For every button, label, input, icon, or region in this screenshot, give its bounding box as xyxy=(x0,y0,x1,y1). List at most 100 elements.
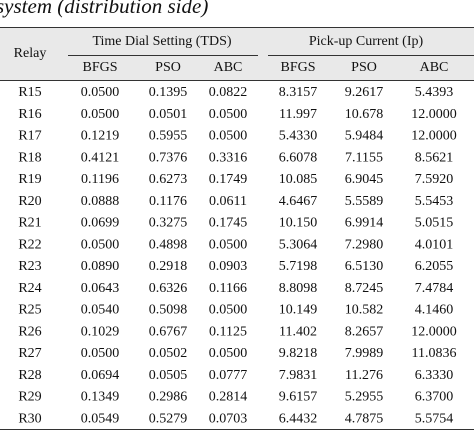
relay-cell: R17 xyxy=(18,129,41,144)
relay-cell: R22 xyxy=(18,237,41,252)
value-cell: 5.7198 xyxy=(279,259,318,274)
value-cell: 7.1155 xyxy=(345,150,383,165)
value-cell: 0.0777 xyxy=(209,368,248,383)
value-cell: 0.0549 xyxy=(81,411,120,426)
value-cell: 0.0890 xyxy=(81,259,120,274)
value-cell: 0.0643 xyxy=(81,281,120,296)
value-cell: 0.1749 xyxy=(209,172,248,187)
value-cell: 0.4898 xyxy=(149,237,188,252)
value-cell: 0.5098 xyxy=(149,303,188,318)
sub-header: BFGS xyxy=(82,60,117,75)
value-cell: 12.0000 xyxy=(411,129,457,144)
relay-cell: R30 xyxy=(18,411,41,426)
value-cell: 5.9484 xyxy=(345,129,384,144)
value-cell: 0.0903 xyxy=(209,259,248,274)
value-cell: 11.276 xyxy=(345,368,383,383)
value-cell: 0.0699 xyxy=(81,216,120,231)
relay-cell: R24 xyxy=(18,281,41,296)
value-cell: 8.5621 xyxy=(415,150,454,165)
value-cell: 0.1029 xyxy=(81,324,120,339)
value-cell: 0.0500 xyxy=(209,303,248,318)
sub-header: ABC xyxy=(214,60,243,75)
value-cell: 0.0502 xyxy=(149,346,188,361)
value-cell: 0.0500 xyxy=(209,346,248,361)
value-cell: 5.3064 xyxy=(279,237,318,252)
value-cell: 5.5453 xyxy=(415,194,454,209)
relay-cell: R28 xyxy=(18,368,41,383)
value-cell: 0.0694 xyxy=(81,368,120,383)
value-cell: 0.0501 xyxy=(149,107,188,122)
value-cell: 4.6467 xyxy=(279,194,318,209)
value-cell: 9.2617 xyxy=(345,85,384,100)
value-cell: 0.1176 xyxy=(149,194,187,209)
group-header: Time Dial Setting (TDS) xyxy=(92,34,231,49)
relay-cell: R19 xyxy=(18,172,41,187)
value-cell: 10.150 xyxy=(279,216,318,231)
relay-cell: R27 xyxy=(18,346,41,361)
value-cell: 0.5279 xyxy=(149,411,188,426)
relay-cell: R25 xyxy=(18,303,41,318)
value-cell: 0.0500 xyxy=(81,85,120,100)
sub-header: PSO xyxy=(155,60,181,75)
value-cell: 0.1196 xyxy=(81,172,119,187)
relay-cell: R23 xyxy=(18,259,41,274)
value-cell: 6.5130 xyxy=(345,259,384,274)
value-cell: 0.2814 xyxy=(209,390,248,405)
value-cell: 0.0611 xyxy=(209,194,247,209)
value-cell: 7.2980 xyxy=(345,237,384,252)
value-cell: 0.3316 xyxy=(209,150,248,165)
value-cell: 7.5920 xyxy=(415,172,454,187)
value-cell: 6.9914 xyxy=(345,216,384,231)
value-cell: 0.1745 xyxy=(209,216,248,231)
sub-header: PSO xyxy=(351,60,377,75)
value-cell: 6.6078 xyxy=(279,150,318,165)
value-cell: 11.402 xyxy=(279,324,317,339)
value-cell: 10.582 xyxy=(345,303,384,318)
relay-cell: R16 xyxy=(18,107,41,122)
value-cell: 0.1125 xyxy=(209,324,247,339)
value-cell: 0.1166 xyxy=(209,281,247,296)
value-cell: 0.2918 xyxy=(149,259,188,274)
value-cell: 0.0540 xyxy=(81,303,120,318)
value-cell: 0.6273 xyxy=(149,172,188,187)
value-cell: 6.2055 xyxy=(415,259,454,274)
value-cell: 0.0500 xyxy=(81,237,120,252)
relay-cell: R21 xyxy=(18,216,41,231)
value-cell: 12.0000 xyxy=(411,107,457,122)
value-cell: 6.3700 xyxy=(415,390,454,405)
value-cell: 0.1219 xyxy=(81,129,120,144)
value-cell: 0.0888 xyxy=(81,194,120,209)
value-cell: 9.8218 xyxy=(279,346,318,361)
value-cell: 0.6326 xyxy=(149,281,188,296)
relay-cell: R18 xyxy=(18,150,41,165)
value-cell: 4.0101 xyxy=(415,237,454,252)
value-cell: 0.0822 xyxy=(209,85,248,100)
relay-cell: R26 xyxy=(18,324,41,339)
value-cell: 8.2657 xyxy=(345,324,384,339)
value-cell: 6.4432 xyxy=(279,411,318,426)
value-cell: 5.4330 xyxy=(279,129,318,144)
value-cell: 0.3275 xyxy=(149,216,188,231)
value-cell: 10.678 xyxy=(345,107,384,122)
caption: system (distribution side) xyxy=(0,0,208,18)
value-cell: 0.2986 xyxy=(149,390,188,405)
value-cell: 4.7875 xyxy=(345,411,384,426)
value-cell: 10.149 xyxy=(279,303,318,318)
header-background xyxy=(0,27,474,81)
relay-cell: R20 xyxy=(18,194,41,209)
value-cell: 9.6157 xyxy=(279,390,318,405)
value-cell: 6.3330 xyxy=(415,368,454,383)
value-cell: 0.0500 xyxy=(209,237,248,252)
value-cell: 8.7245 xyxy=(345,281,384,296)
value-cell: 5.5589 xyxy=(345,194,384,209)
value-cell: 0.1395 xyxy=(149,85,188,100)
value-cell: 0.6767 xyxy=(149,324,188,339)
group-header: Pick-up Current (Ip) xyxy=(309,34,424,49)
value-cell: 0.0505 xyxy=(149,368,188,383)
sub-header: ABC xyxy=(420,60,449,75)
value-cell: 7.9831 xyxy=(279,368,318,383)
value-cell: 8.8098 xyxy=(279,281,318,296)
value-cell: 0.1349 xyxy=(81,390,120,405)
relay-cell: R29 xyxy=(18,390,41,405)
